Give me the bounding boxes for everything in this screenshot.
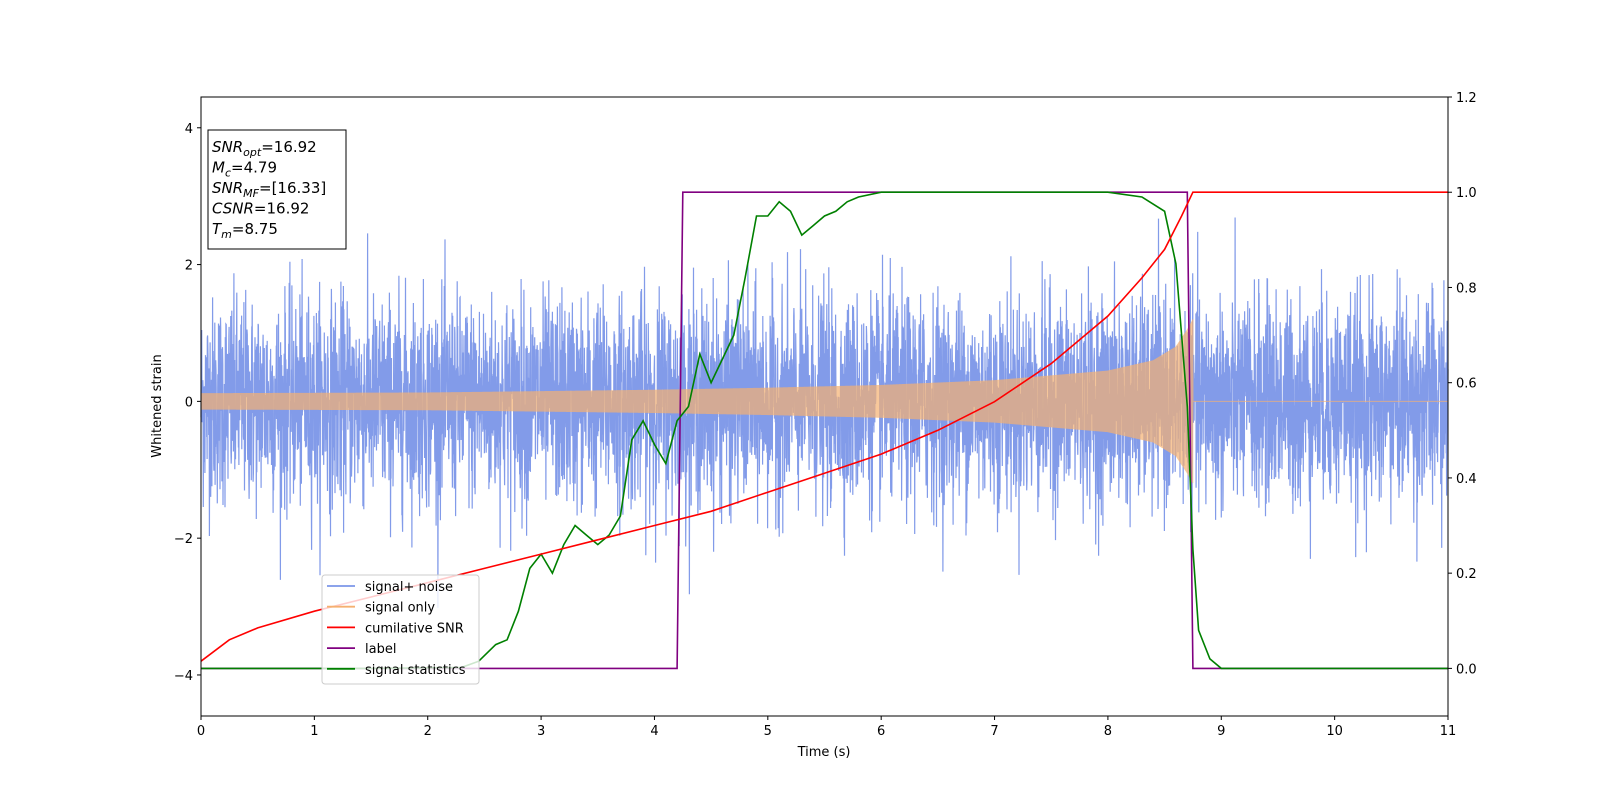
x-axis-ticks: 0 1 2 3 4 5 6 7 8 9 10 11 [197, 716, 1456, 739]
y2-tick-label: 0.8 [1456, 281, 1477, 296]
info-box-line: SNRopt=16.92 [212, 138, 317, 159]
y-axis-label: Whitened strain [150, 354, 165, 457]
series-signal-only [200, 319, 1448, 484]
info-box-frame [207, 129, 347, 250]
info-box-line: Tm=8.75 [212, 220, 278, 241]
x-tick-label: 2 [424, 724, 432, 739]
y-tick-label: 2 [185, 259, 193, 274]
x-tick-label: 6 [877, 724, 885, 739]
info-box-line: Mc=4.79 [212, 159, 277, 180]
y-tick-label: −4 [174, 669, 193, 684]
y2-tick-label: 0.0 [1456, 662, 1477, 677]
legend: signal+ noise signal only cumilative SNR la… [321, 574, 480, 685]
legend-label: cumilative SNR [365, 621, 464, 636]
info-box-line: CSNR=16.92 [212, 200, 309, 218]
legend-label: label [365, 642, 396, 657]
x-tick-label: 7 [990, 724, 998, 739]
x-tick-label: 1 [310, 724, 318, 739]
signal-only-line [200, 319, 1448, 484]
info-box: SNRopt=16.92Mc=4.79SNRMF=[16.33]CSNR=16.… [207, 129, 347, 250]
y2-tick-label: 1.2 [1456, 91, 1477, 106]
legend-label: signal only [365, 601, 435, 616]
x-tick-label: 8 [1104, 724, 1112, 739]
plot-frame [200, 96, 1449, 717]
x-tick-label: 4 [650, 724, 658, 739]
x-tick-label: 11 [1440, 724, 1457, 739]
y2-tick-label: 0.6 [1456, 377, 1477, 392]
y2-tick-label: 0.4 [1456, 472, 1477, 487]
y2-tick-label: 0.2 [1456, 567, 1477, 582]
legend-label: signal+ noise [365, 580, 453, 595]
y2-axis-ticks: 0.0 0.2 0.4 0.6 0.8 1.0 1.2 [1448, 91, 1477, 677]
y-tick-label: 0 [185, 395, 193, 410]
x-axis-label: Time (s) [797, 745, 851, 760]
y-axis-ticks: −4 −2 0 2 4 [174, 122, 201, 684]
info-box-line: SNRMF=[16.33] [212, 179, 326, 200]
legend-frame [321, 574, 480, 685]
x-tick-label: 3 [537, 724, 545, 739]
y-tick-label: −2 [174, 532, 193, 547]
x-tick-label: 9 [1217, 724, 1225, 739]
y2-tick-label: 1.0 [1456, 186, 1477, 201]
x-tick-label: 10 [1326, 724, 1343, 739]
x-tick-label: 0 [197, 724, 205, 739]
x-tick-label: 5 [764, 724, 772, 739]
y-tick-label: 4 [185, 122, 193, 137]
legend-label: signal statistics [365, 663, 466, 678]
